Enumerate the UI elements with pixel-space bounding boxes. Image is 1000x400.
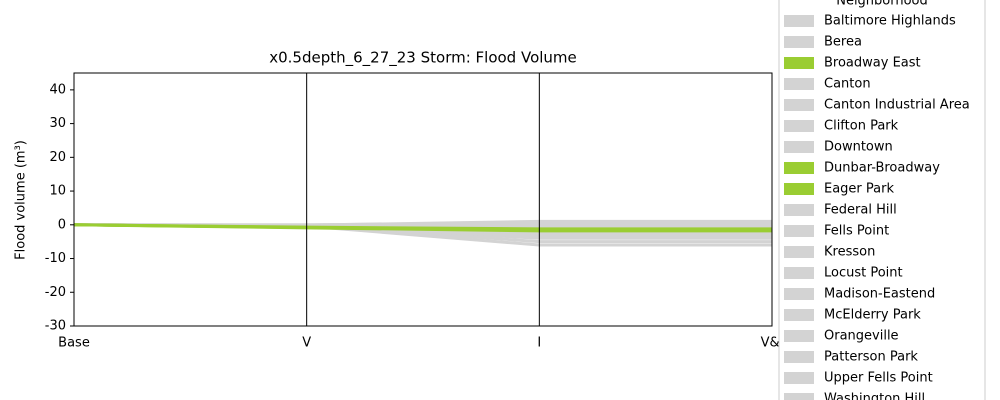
- legend-label: Patterson Park: [824, 350, 918, 365]
- legend-swatch: [784, 309, 814, 321]
- x-tick-label: I: [537, 336, 541, 351]
- legend-label: Madison-Eastend: [824, 287, 935, 302]
- y-tick-label: -10: [45, 251, 66, 266]
- plot-frame: [73, 72, 773, 327]
- legend-swatch: [784, 15, 814, 27]
- legend-label: Locust Point: [824, 266, 903, 281]
- legend-swatch: [784, 393, 814, 400]
- legend-label: Downtown: [824, 140, 893, 155]
- legend-label: Fells Point: [824, 224, 889, 239]
- legend-swatch: [784, 99, 814, 111]
- x-tick-label: V&I: [761, 336, 784, 351]
- legend-label: Berea: [824, 35, 862, 50]
- legend-label: McElderry Park: [824, 308, 921, 323]
- legend-label: Canton Industrial Area: [824, 98, 970, 113]
- legend-swatch: [784, 183, 814, 195]
- y-tick-label: -30: [45, 319, 66, 334]
- legend-swatch: [784, 330, 814, 342]
- y-tick-label: 30: [49, 116, 66, 131]
- legend-swatch: [784, 57, 814, 69]
- legend-swatch: [784, 36, 814, 48]
- legend-label: Canton: [824, 77, 871, 92]
- series-line: [73, 223, 772, 233]
- legend-swatch: [784, 288, 814, 300]
- plot-area: [73, 219, 772, 247]
- legend-swatch: [784, 78, 814, 90]
- y-tick-label: 10: [49, 184, 66, 199]
- legend-label: Dunbar-Broadway: [824, 161, 940, 176]
- y-axis-label: Flood volume (m³): [14, 140, 29, 260]
- chart-title: x0.5depth_6_27_23 Storm: Flood Volume: [269, 49, 577, 68]
- x-tick-label: V: [302, 336, 311, 351]
- legend-label: Kresson: [824, 245, 875, 260]
- legend-label: Baltimore Highlands: [824, 14, 956, 29]
- legend-label: Broadway East: [824, 56, 921, 71]
- legend-label: Clifton Park: [824, 119, 899, 134]
- legend-label: Upper Fells Point: [824, 371, 933, 386]
- y-tick-label: -20: [45, 285, 66, 300]
- y-tick-label: 20: [49, 150, 66, 165]
- legend-label: Federal Hill: [824, 203, 897, 218]
- x-tick-label: Base: [58, 336, 90, 351]
- legend-swatch: [784, 162, 814, 174]
- legend-swatch: [784, 351, 814, 363]
- y-tick-label: 0: [58, 217, 66, 232]
- legend-label: Eager Park: [824, 182, 894, 197]
- legend-label: Orangeville: [824, 329, 899, 344]
- legend-swatch: [784, 225, 814, 237]
- legend-swatch: [784, 120, 814, 132]
- legend-label: Washington Hill: [824, 392, 925, 400]
- legend-swatch: [784, 141, 814, 153]
- legend: Neighborhood Baltimore Highlands Berea Bro…: [778, 0, 986, 400]
- legend-swatch: [784, 204, 814, 216]
- legend-frame: [778, 0, 986, 400]
- y-tick-label: 40: [49, 82, 66, 97]
- legend-swatch: [784, 246, 814, 258]
- legend-swatch: [784, 372, 814, 384]
- legend-title: Neighborhood: [836, 0, 928, 9]
- legend-swatch: [784, 267, 814, 279]
